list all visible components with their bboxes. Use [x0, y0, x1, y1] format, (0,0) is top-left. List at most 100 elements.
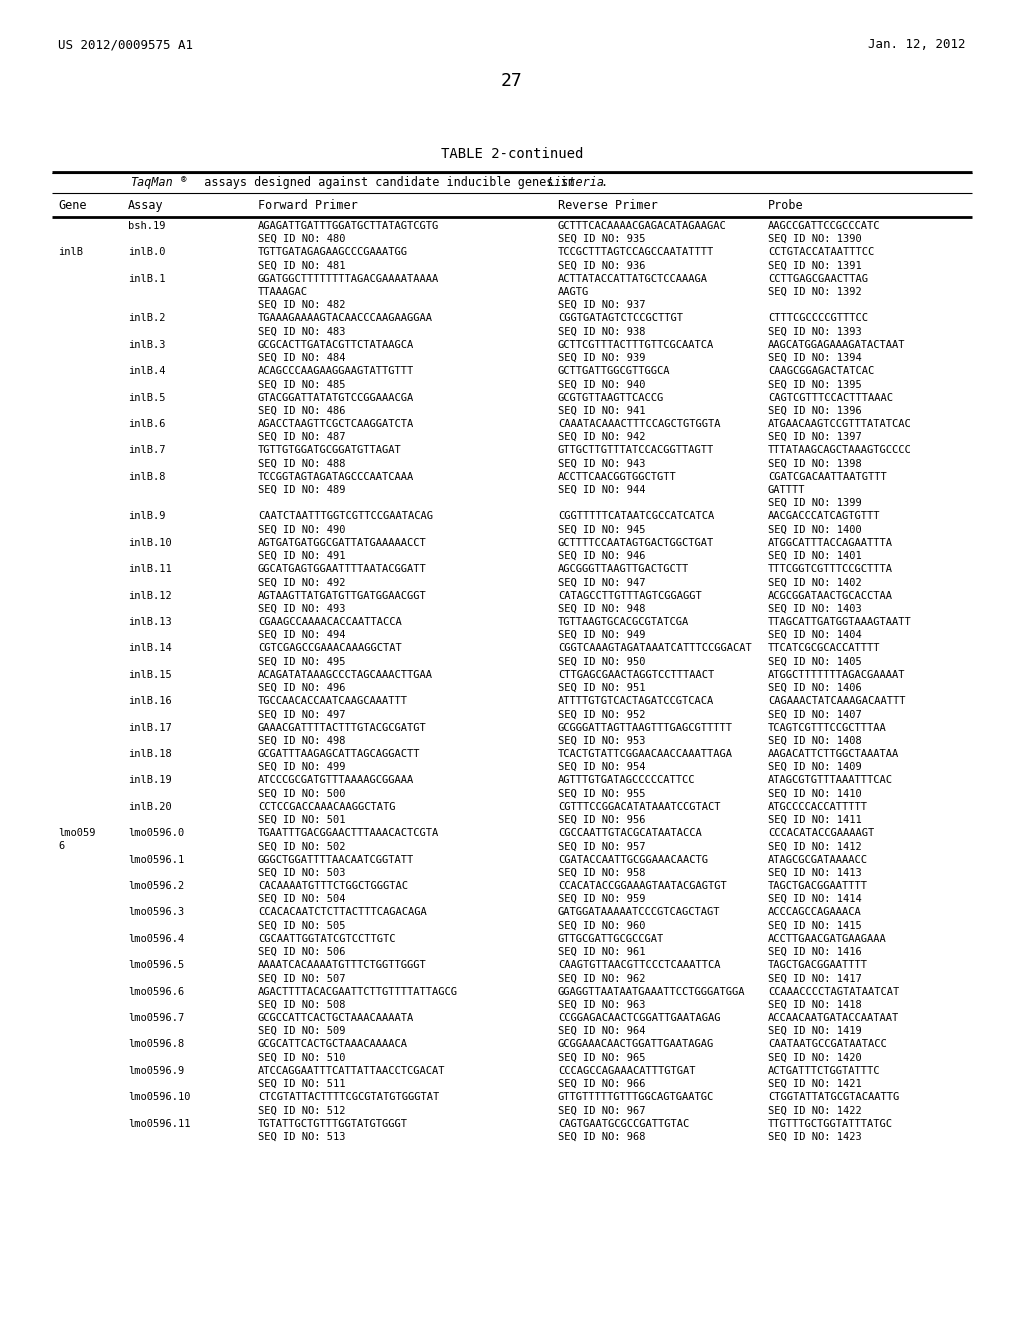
- Text: lmo0596.10: lmo0596.10: [128, 1092, 190, 1102]
- Text: ATGGCTTTTTTTAGACGAAAAT: ATGGCTTTTTTTAGACGAAAAT: [768, 669, 905, 680]
- Text: SEQ ID NO: 966: SEQ ID NO: 966: [558, 1078, 645, 1089]
- Text: SEQ ID NO: 1418: SEQ ID NO: 1418: [768, 999, 862, 1010]
- Text: SEQ ID NO: 940: SEQ ID NO: 940: [558, 379, 645, 389]
- Text: SEQ ID NO: 498: SEQ ID NO: 498: [258, 735, 345, 746]
- Text: SEQ ID NO: 967: SEQ ID NO: 967: [558, 1105, 645, 1115]
- Text: TCACTGTATTCGGAACAACCAAATTAGA: TCACTGTATTCGGAACAACCAAATTAGA: [558, 748, 733, 759]
- Text: ATGCCCCACCATTTTT: ATGCCCCACCATTTTT: [768, 801, 868, 812]
- Text: GGATGGCTTTTTTTTAGACGAAAATAAAA: GGATGGCTTTTTTTTAGACGAAAATAAAA: [258, 273, 439, 284]
- Text: TGAATTTGACGGAACTTTAAACACTCGTA: TGAATTTGACGGAACTTTAAACACTCGTA: [258, 828, 439, 838]
- Text: SEQ ID NO: 964: SEQ ID NO: 964: [558, 1026, 645, 1036]
- Text: GCTTCGTTTACTTTGTTCGCAATCA: GCTTCGTTTACTTTGTTCGCAATCA: [558, 339, 715, 350]
- Text: SEQ ID NO: 968: SEQ ID NO: 968: [558, 1131, 645, 1142]
- Text: inlB.7: inlB.7: [128, 445, 166, 455]
- Text: inlB.18: inlB.18: [128, 748, 172, 759]
- Text: CGATCGACAATTAATGTTT: CGATCGACAATTAATGTTT: [768, 471, 887, 482]
- Text: GATTTT: GATTTT: [768, 484, 806, 495]
- Text: SEQ ID NO: 961: SEQ ID NO: 961: [558, 946, 645, 957]
- Text: SEQ ID NO: 935: SEQ ID NO: 935: [558, 234, 645, 244]
- Text: CTGGTATTATGCGTACAATTG: CTGGTATTATGCGTACAATTG: [768, 1092, 899, 1102]
- Text: CGCAATTGGTATCGTCCTTGTC: CGCAATTGGTATCGTCCTTGTC: [258, 933, 395, 944]
- Text: SEQ ID NO: 501: SEQ ID NO: 501: [258, 814, 345, 825]
- Text: AGTAAGTTATGATGTTGATGGAACGGT: AGTAAGTTATGATGTTGATGGAACGGT: [258, 590, 427, 601]
- Text: CGGTCAAAGTAGATAAATCATTTCCGGACAT: CGGTCAAAGTAGATAAATCATTTCCGGACAT: [558, 643, 752, 653]
- Text: Probe: Probe: [768, 199, 804, 213]
- Text: SEQ ID NO: 1416: SEQ ID NO: 1416: [768, 946, 862, 957]
- Text: AAGCATGGAGAAAGATACTAAT: AAGCATGGAGAAAGATACTAAT: [768, 339, 905, 350]
- Text: SEQ ID NO: 503: SEQ ID NO: 503: [258, 867, 345, 878]
- Text: SEQ ID NO: 1392: SEQ ID NO: 1392: [768, 286, 862, 297]
- Text: CAAGTGTTAACGTTCCCTCAAATTCA: CAAGTGTTAACGTTCCCTCAAATTCA: [558, 960, 721, 970]
- Text: Assay: Assay: [128, 199, 164, 213]
- Text: TCCGCTTTAGTCCAGCCAATATTTT: TCCGCTTTAGTCCAGCCAATATTTT: [558, 247, 715, 257]
- Text: SEQ ID NO: 493: SEQ ID NO: 493: [258, 603, 345, 614]
- Text: lmo0596.6: lmo0596.6: [128, 986, 184, 997]
- Text: GATGGATAAAAATCCCGTCAGCTAGT: GATGGATAAAAATCCCGTCAGCTAGT: [558, 907, 721, 917]
- Text: SEQ ID NO: 487: SEQ ID NO: 487: [258, 432, 345, 442]
- Text: GTTGCGATTGCGCCGAT: GTTGCGATTGCGCCGAT: [558, 933, 665, 944]
- Text: SEQ ID NO: 936: SEQ ID NO: 936: [558, 260, 645, 271]
- Text: lmo0596.5: lmo0596.5: [128, 960, 184, 970]
- Text: AAAATCACAAAATGTTTCTGGTTGGGT: AAAATCACAAAATGTTTCTGGTTGGGT: [258, 960, 427, 970]
- Text: SEQ ID NO: 956: SEQ ID NO: 956: [558, 814, 645, 825]
- Text: TCCGGTAGTAGATAGCCCAATCAAA: TCCGGTAGTAGATAGCCCAATCAAA: [258, 471, 415, 482]
- Text: ACAGCCCAAGAAGGAAGTATTGTTT: ACAGCCCAAGAAGGAAGTATTGTTT: [258, 366, 415, 376]
- Text: CGTTTCCGGACATATAAATCCGTACT: CGTTTCCGGACATATAAATCCGTACT: [558, 801, 721, 812]
- Text: AGTGATGATGGCGATTATGAAAAACCT: AGTGATGATGGCGATTATGAAAAACCT: [258, 537, 427, 548]
- Text: inlB.14: inlB.14: [128, 643, 172, 653]
- Text: SEQ ID NO: 500: SEQ ID NO: 500: [258, 788, 345, 799]
- Text: AAGTG: AAGTG: [558, 286, 589, 297]
- Text: SEQ ID NO: 490: SEQ ID NO: 490: [258, 524, 345, 535]
- Text: SEQ ID NO: 1415: SEQ ID NO: 1415: [768, 920, 862, 931]
- Text: lmo0596.1: lmo0596.1: [128, 854, 184, 865]
- Text: lmo0596.3: lmo0596.3: [128, 907, 184, 917]
- Text: SEQ ID NO: 496: SEQ ID NO: 496: [258, 682, 345, 693]
- Text: SEQ ID NO: 1406: SEQ ID NO: 1406: [768, 682, 862, 693]
- Text: inlB.13: inlB.13: [128, 616, 172, 627]
- Text: CCACACAATCTCTTACTTTCAGACAGA: CCACACAATCTCTTACTTTCAGACAGA: [258, 907, 427, 917]
- Text: SEQ ID NO: 951: SEQ ID NO: 951: [558, 682, 645, 693]
- Text: inlB.10: inlB.10: [128, 537, 172, 548]
- Text: inlB.12: inlB.12: [128, 590, 172, 601]
- Text: AAGCCGATTCCGCCCATC: AAGCCGATTCCGCCCATC: [768, 220, 881, 231]
- Text: SEQ ID NO: 942: SEQ ID NO: 942: [558, 432, 645, 442]
- Text: AACGACCCATCAGTGTTT: AACGACCCATCAGTGTTT: [768, 511, 881, 521]
- Text: GCGGAAACAACTGGATTGAATAGAG: GCGGAAACAACTGGATTGAATAGAG: [558, 1039, 715, 1049]
- Text: ACCTTGAACGATGAAGAAA: ACCTTGAACGATGAAGAAA: [768, 933, 887, 944]
- Text: CTTTCGCCCCGTTTCC: CTTTCGCCCCGTTTCC: [768, 313, 868, 323]
- Text: TTCATCGCGCACCATTTT: TTCATCGCGCACCATTTT: [768, 643, 881, 653]
- Text: CGATACCAATTGCGGAAACAACTG: CGATACCAATTGCGGAAACAACTG: [558, 854, 708, 865]
- Text: SEQ ID NO: 1413: SEQ ID NO: 1413: [768, 867, 862, 878]
- Text: inlB.19: inlB.19: [128, 775, 172, 785]
- Text: SEQ ID NO: 1398: SEQ ID NO: 1398: [768, 458, 862, 469]
- Text: SEQ ID NO: 958: SEQ ID NO: 958: [558, 867, 645, 878]
- Text: SEQ ID NO: 507: SEQ ID NO: 507: [258, 973, 345, 983]
- Text: SEQ ID NO: 941: SEQ ID NO: 941: [558, 405, 645, 416]
- Text: lmo0596.7: lmo0596.7: [128, 1012, 184, 1023]
- Text: CCACATACCGGAAAGTAATACGAGTGT: CCACATACCGGAAAGTAATACGAGTGT: [558, 880, 727, 891]
- Text: inlB.20: inlB.20: [128, 801, 172, 812]
- Text: SEQ ID NO: 939: SEQ ID NO: 939: [558, 352, 645, 363]
- Text: ACTGATTTCTGGTATTTC: ACTGATTTCTGGTATTTC: [768, 1065, 881, 1076]
- Text: SEQ ID NO: 1401: SEQ ID NO: 1401: [768, 550, 862, 561]
- Text: SEQ ID NO: 513: SEQ ID NO: 513: [258, 1131, 345, 1142]
- Text: CGCCAATTGTACGCATAATACCA: CGCCAATTGTACGCATAATACCA: [558, 828, 701, 838]
- Text: TTTCGGTCGTTTCCGCTTTA: TTTCGGTCGTTTCCGCTTTA: [768, 564, 893, 574]
- Text: TAGCTGACGGAATTTT: TAGCTGACGGAATTTT: [768, 960, 868, 970]
- Text: SEQ ID NO: 488: SEQ ID NO: 488: [258, 458, 345, 469]
- Text: SEQ ID NO: 1407: SEQ ID NO: 1407: [768, 709, 862, 719]
- Text: Gene: Gene: [58, 199, 86, 213]
- Text: SEQ ID NO: 1403: SEQ ID NO: 1403: [768, 603, 862, 614]
- Text: 27: 27: [501, 73, 523, 90]
- Text: SEQ ID NO: 510: SEQ ID NO: 510: [258, 1052, 345, 1063]
- Text: SEQ ID NO: 1405: SEQ ID NO: 1405: [768, 656, 862, 667]
- Text: inlB.1: inlB.1: [128, 273, 166, 284]
- Text: GCGCATTCACTGCTAAACAAAACA: GCGCATTCACTGCTAAACAAAACA: [258, 1039, 408, 1049]
- Text: US 2012/0009575 A1: US 2012/0009575 A1: [58, 38, 193, 51]
- Text: CGAAGCCAAAACACCAATTACCA: CGAAGCCAAAACACCAATTACCA: [258, 616, 401, 627]
- Text: SEQ ID NO: 965: SEQ ID NO: 965: [558, 1052, 645, 1063]
- Text: SEQ ID NO: 953: SEQ ID NO: 953: [558, 735, 645, 746]
- Text: CCTGTACCATAATTTCC: CCTGTACCATAATTTCC: [768, 247, 874, 257]
- Text: ACCAACAATGATACCAATAAT: ACCAACAATGATACCAATAAT: [768, 1012, 899, 1023]
- Text: SEQ ID NO: 946: SEQ ID NO: 946: [558, 550, 645, 561]
